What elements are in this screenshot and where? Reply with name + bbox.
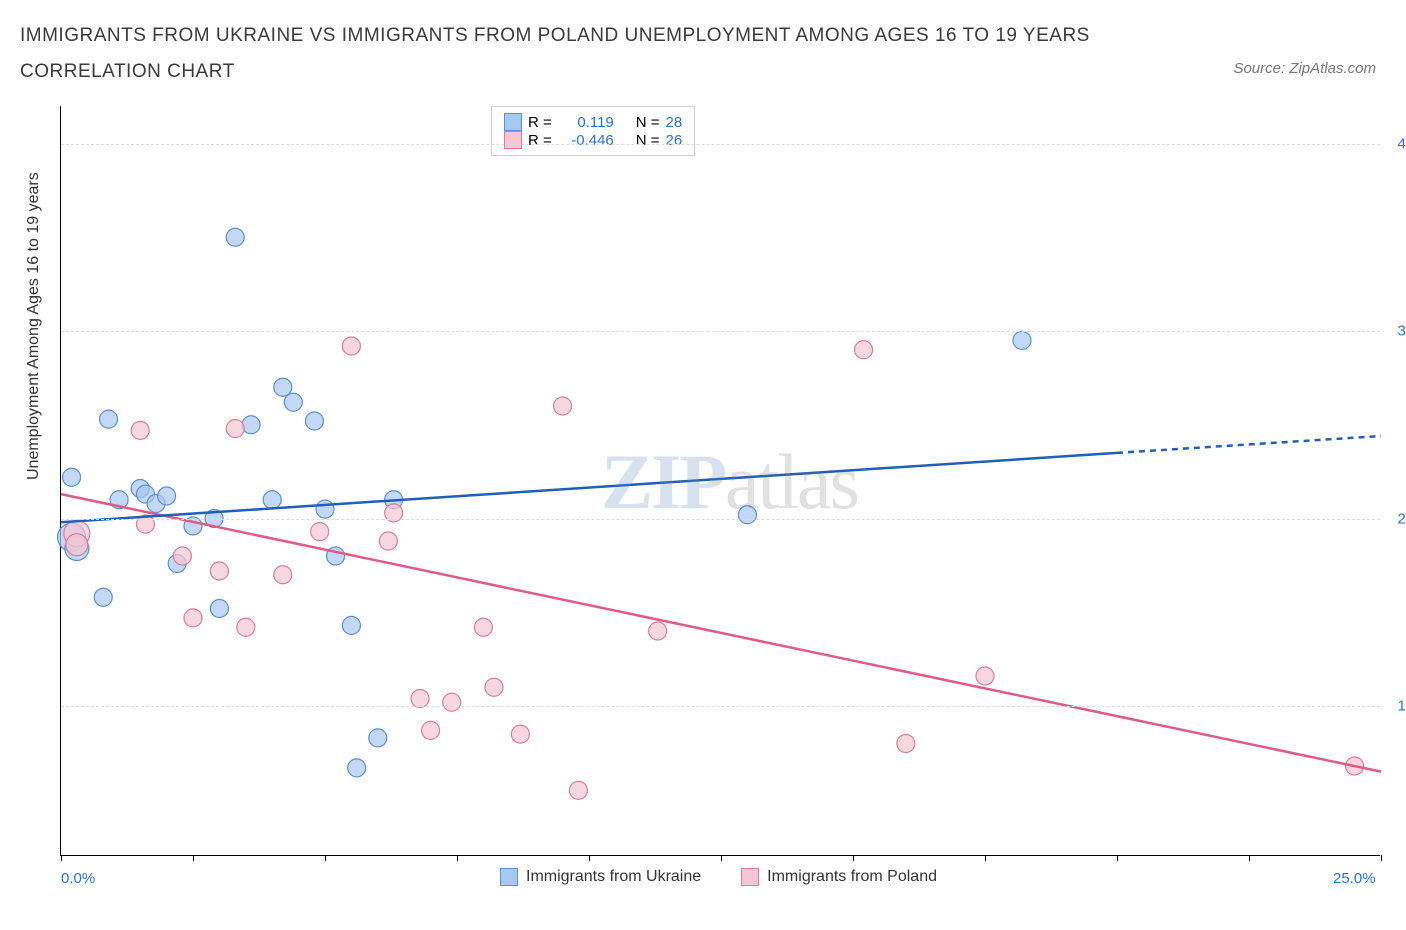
data-point-poland [66,534,88,556]
data-point-ukraine [63,468,81,486]
x-tick [457,855,458,861]
source-label: Source: ZipAtlas.com [1233,60,1376,77]
data-point-poland [485,678,503,696]
data-point-ukraine [1013,331,1031,349]
n-value-ukraine: 28 [666,114,683,131]
r-label-poland: R = [528,132,552,149]
data-point-ukraine [226,228,244,246]
data-point-ukraine [274,378,292,396]
chart-plot-area: ZIPatlas R = 0.119 N = 28 R = -0.446 N =… [60,106,1380,856]
data-point-poland [554,397,572,415]
x-tick [325,855,326,861]
y-tick-label: 30.0% [1397,323,1406,340]
legend-bottom: Immigrants from Ukraine Immigrants from … [500,868,937,886]
data-point-ukraine [263,491,281,509]
data-point-ukraine [738,506,756,524]
x-tick [61,855,62,861]
legend-stats-row-ukraine: R = 0.119 N = 28 [504,113,682,131]
data-point-poland [226,420,244,438]
swatch-ukraine [504,113,522,131]
trend-line [61,453,1117,522]
x-tick [193,855,194,861]
data-point-poland [274,566,292,584]
r-value-ukraine: 0.119 [558,114,614,131]
legend-label-ukraine: Immigrants from Ukraine [526,868,701,886]
x-tick [985,855,986,861]
data-point-poland [210,562,228,580]
grid-line [61,144,1380,145]
x-tick [853,855,854,861]
data-point-ukraine [94,588,112,606]
n-value-poland: 26 [666,132,683,149]
data-point-poland [976,667,994,685]
data-point-ukraine [369,729,387,747]
y-tick-label: 40.0% [1397,135,1406,152]
x-tick [589,855,590,861]
data-point-poland [569,781,587,799]
data-point-ukraine [158,487,176,505]
legend-label-poland: Immigrants from Poland [767,868,937,886]
data-point-ukraine [348,759,366,777]
grid-line [61,331,1380,332]
data-point-poland [511,725,529,743]
chart-title: IMMIGRANTS FROM UKRAINE VS IMMIGRANTS FR… [20,18,1120,90]
y-tick-label: 10.0% [1397,698,1406,715]
data-point-poland [342,337,360,355]
y-tick-label: 20.0% [1397,510,1406,527]
data-point-poland [474,618,492,636]
swatch-ukraine-bottom [500,868,518,886]
trend-line [61,494,1381,772]
r-label-ukraine: R = [528,114,552,131]
legend-item-ukraine: Immigrants from Ukraine [500,868,701,886]
x-tick [1249,855,1250,861]
legend-stats-row-poland: R = -0.446 N = 26 [504,131,682,149]
data-point-ukraine [342,616,360,634]
x-tick [1117,855,1118,861]
y-axis-title: Unemployment Among Ages 16 to 19 years [25,172,43,480]
x-axis-label: 0.0% [61,870,95,887]
swatch-poland [504,131,522,149]
grid-line [61,706,1380,707]
x-tick [1381,855,1382,861]
data-point-poland [131,421,149,439]
data-point-poland [443,693,461,711]
data-point-ukraine [242,416,260,434]
legend-stats-box: R = 0.119 N = 28 R = -0.446 N = 26 [491,106,695,156]
data-point-ukraine [284,393,302,411]
data-point-poland [649,622,667,640]
data-point-poland [311,523,329,541]
data-point-ukraine [100,410,118,428]
data-point-ukraine [305,412,323,430]
data-point-poland [379,532,397,550]
data-point-ukraine [316,500,334,518]
data-point-poland [173,547,191,565]
r-value-poland: -0.446 [558,132,614,149]
n-label-poland: N = [636,132,660,149]
plot-svg [61,106,1380,855]
data-point-poland [855,341,873,359]
swatch-poland-bottom [741,868,759,886]
data-point-poland [422,721,440,739]
data-point-poland [411,690,429,708]
x-tick [721,855,722,861]
n-label-ukraine: N = [636,114,660,131]
data-point-poland [897,735,915,753]
data-point-poland [237,618,255,636]
trend-line [1117,436,1381,453]
data-point-ukraine [210,600,228,618]
data-point-poland [184,609,202,627]
legend-item-poland: Immigrants from Poland [741,868,937,886]
grid-line [61,519,1380,520]
x-axis-label: 25.0% [1333,870,1376,887]
